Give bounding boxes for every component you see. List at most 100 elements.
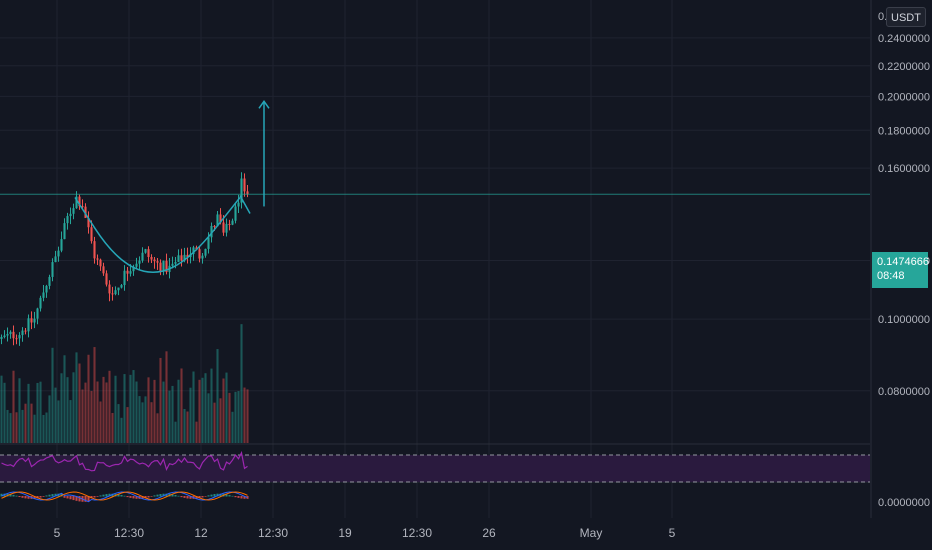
candle-body (63, 223, 66, 240)
candle-body (102, 266, 105, 274)
candle-body (24, 330, 27, 332)
volume-bar (177, 379, 180, 443)
price-tick-label: 0.1600000 (878, 163, 930, 175)
macd-histogram-bar (150, 496, 153, 497)
price-tick-label: 0.1800000 (878, 125, 930, 137)
volume-bar (180, 368, 183, 443)
macd-histogram-bar (162, 493, 165, 497)
candle-body (150, 257, 153, 260)
currency-label: USDT (891, 12, 921, 24)
annotation-layer[interactable] (0, 99, 870, 273)
volume-bar (54, 387, 57, 443)
macd-histogram-bar (237, 496, 240, 498)
volume-bar (207, 393, 210, 443)
macd-signal-line (1, 491, 248, 501)
volume-bar (168, 390, 171, 443)
candle-body (243, 178, 246, 192)
candle-body (132, 266, 135, 272)
macd-histogram-bar (78, 496, 81, 502)
macd-histogram-bar (117, 494, 120, 497)
macd-histogram-bar (102, 494, 105, 497)
candle-body (246, 191, 249, 195)
macd-histogram-bar (135, 496, 138, 499)
volume-bar (138, 396, 141, 443)
volume-bar (84, 382, 87, 443)
volume-bar (99, 401, 102, 443)
candle-body (48, 276, 51, 286)
macd-histogram-bar (213, 494, 216, 497)
candle-body (96, 258, 99, 260)
macd-histogram-bar (144, 496, 147, 499)
macd-histogram-bar (27, 496, 30, 499)
macd-histogram-bar (66, 496, 69, 499)
macd-histogram-bar (129, 496, 132, 498)
volume-bar (51, 347, 54, 443)
candle-body (126, 270, 129, 274)
volume-bar (240, 324, 243, 443)
currency-badge[interactable]: USDT (886, 7, 926, 27)
candle-body (51, 262, 54, 277)
candle-body (186, 254, 189, 258)
candle-body (144, 249, 147, 253)
candle-body (111, 293, 114, 295)
volume-bar (228, 392, 231, 443)
candle-body (204, 248, 207, 256)
time-tick-label: 12:30 (114, 526, 144, 540)
macd-histogram-bar (51, 494, 54, 497)
macd-histogram-bar (36, 496, 39, 499)
volume-bar (144, 396, 147, 443)
volume-bar (129, 374, 132, 443)
time-tick-label: 5 (54, 526, 61, 540)
macd-histogram-bar (201, 496, 204, 498)
candle-body (0, 336, 3, 339)
volume-bar (72, 372, 75, 443)
volume-bar (87, 354, 90, 443)
candle-body (135, 263, 138, 267)
volume-bar (171, 385, 174, 443)
candle-body (12, 331, 15, 339)
volume-bar (63, 355, 66, 443)
macd-histogram-bar (219, 493, 222, 497)
candle-body (240, 178, 243, 203)
volume-bar (237, 391, 240, 443)
volume-bar (201, 377, 204, 443)
volume-bar (243, 387, 246, 443)
bar-countdown: 08:48 (877, 270, 905, 282)
volume-bar (210, 368, 213, 443)
volume-bar (219, 398, 222, 443)
candle-body (219, 214, 222, 223)
macd-histogram-bar (234, 496, 237, 498)
macd-histogram-bar (12, 494, 15, 497)
time-tick-label: 12:30 (258, 526, 288, 540)
volume-bar (48, 395, 51, 443)
macd-histogram-bar (231, 495, 234, 497)
volume-bar (234, 391, 237, 443)
volume-bar (105, 382, 108, 443)
volume-bar (15, 412, 18, 443)
volume-bar (12, 370, 15, 443)
volume-bar (90, 390, 93, 443)
macd-histogram-bar (21, 496, 24, 498)
macd-histogram-bar (84, 496, 87, 502)
candle-body (162, 260, 165, 272)
candle-body (69, 213, 72, 217)
volume-bar (159, 357, 162, 443)
candle-body (147, 249, 150, 258)
candle-body (21, 330, 24, 336)
volume-bar (0, 375, 3, 443)
candle-body (171, 263, 174, 266)
candle-body (165, 260, 168, 272)
candle-body (108, 284, 111, 294)
time-tick-label: 12:30 (402, 526, 432, 540)
macd-histogram-bar (141, 496, 144, 499)
target-arrow-head (258, 99, 270, 109)
macd-histogram-bar (108, 493, 111, 497)
volume-bar (9, 413, 12, 443)
candle-body (36, 308, 39, 319)
volume-bar (192, 371, 195, 443)
time-axis[interactable]: 5 12:30 12 12:30 19 12:30 26 May 5 (54, 526, 676, 540)
candle-body (60, 239, 63, 251)
last-price-value: 0.1474666 (877, 256, 929, 268)
